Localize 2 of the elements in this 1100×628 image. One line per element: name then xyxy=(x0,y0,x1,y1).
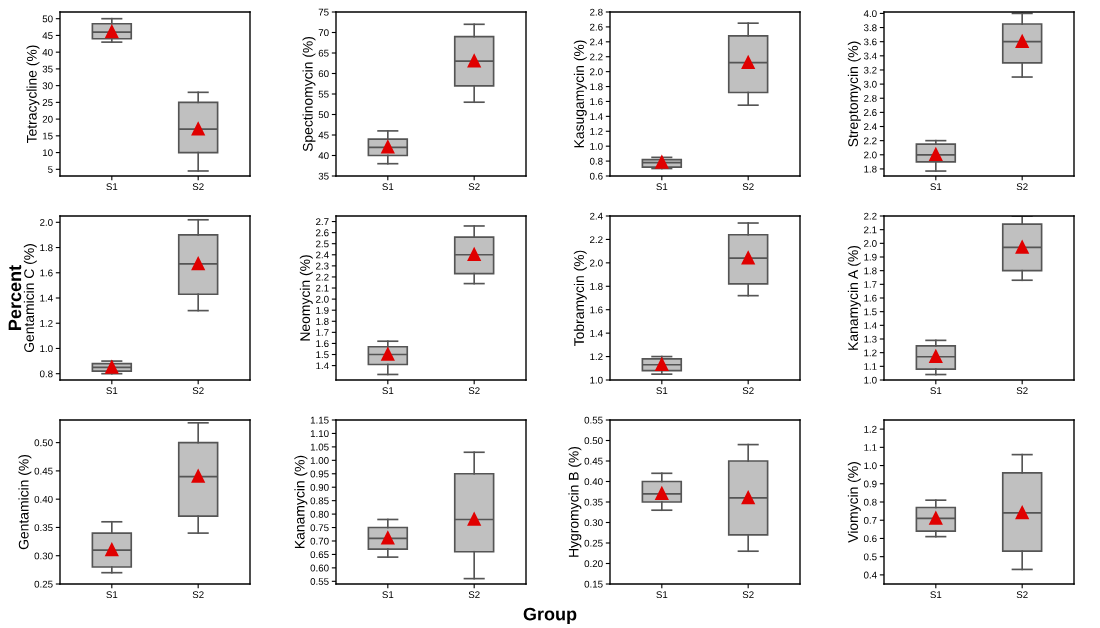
text: Group xyxy=(523,607,577,624)
text: Percent xyxy=(8,265,22,330)
